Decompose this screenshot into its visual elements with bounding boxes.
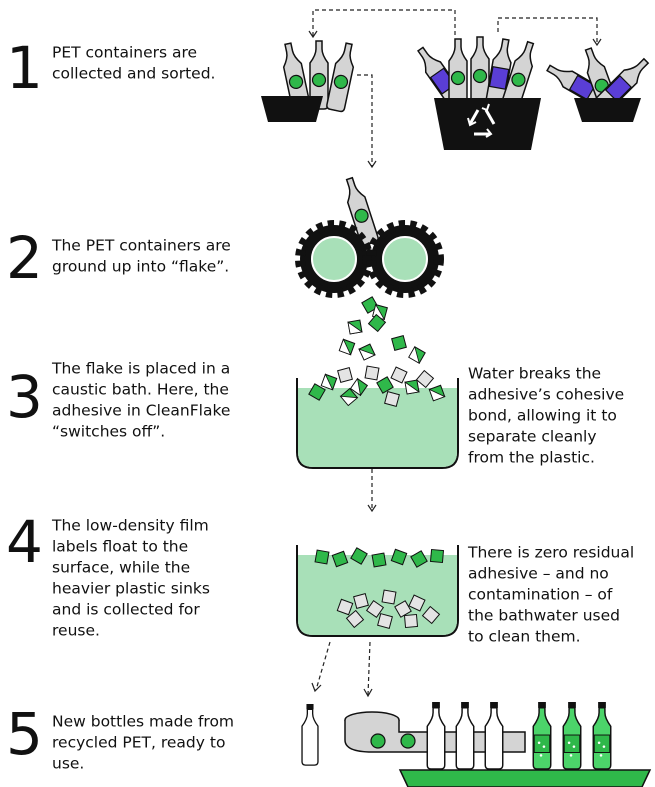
step-text: and is collected for — [52, 601, 200, 619]
note-text: Water breaks the — [468, 365, 601, 383]
bottle — [302, 704, 318, 765]
arrow — [357, 75, 372, 166]
note-text: separate cleanly — [468, 428, 597, 446]
flake — [359, 344, 375, 360]
note-text: adhesive’s cohesive — [468, 386, 624, 404]
arrow — [498, 18, 597, 44]
bottle — [326, 42, 358, 112]
conveyor — [400, 770, 650, 787]
step-text: New bottles made from — [52, 713, 234, 731]
step-number: 3 — [6, 363, 43, 431]
step-text: collected and sorted. — [52, 65, 215, 83]
step-number: 5 — [6, 700, 43, 768]
step-number: 1 — [6, 34, 43, 102]
arrow — [368, 642, 370, 695]
water — [298, 555, 457, 635]
grinder-hub — [312, 237, 356, 281]
step-text: ground up into “flake”. — [52, 258, 229, 276]
arrow — [313, 10, 455, 36]
step-text: labels float to the — [52, 538, 188, 556]
step-text: heavier plastic sinks — [52, 580, 210, 598]
bottle — [449, 39, 467, 107]
step-text: surface, while the — [52, 559, 190, 577]
step-text: The PET containers are — [51, 237, 231, 255]
arrow-head — [312, 683, 321, 691]
step-text: The low-density film — [51, 517, 209, 535]
note-text: There is zero residual — [467, 544, 634, 562]
basket — [574, 98, 641, 122]
step-text: “switches off”. — [52, 423, 165, 441]
note-text: adhesive – and no — [468, 565, 609, 583]
bottle — [456, 702, 473, 769]
bottle — [427, 702, 444, 769]
step-text: reuse. — [52, 622, 100, 640]
diagram: 1 PET containers are collected and sorted.… — [0, 0, 655, 787]
note-text: the bathwater used — [468, 607, 620, 625]
note-text: from the plastic. — [468, 449, 595, 467]
step-text: use. — [52, 755, 84, 773]
flake — [409, 347, 425, 363]
note-text: bond, allowing it to — [468, 407, 617, 425]
note-text: to clean them. — [468, 628, 581, 646]
note-text: contamination – of — [468, 586, 613, 604]
step-text: recycled PET, ready to — [52, 734, 225, 752]
step-number: 2 — [6, 224, 43, 292]
bottle — [485, 702, 502, 769]
flake — [392, 336, 407, 351]
basket — [261, 96, 323, 122]
flake — [348, 320, 362, 334]
step-text: The flake is placed in a — [51, 360, 230, 378]
step-text: adhesive in CleanFlake — [52, 402, 230, 420]
grinder-hub — [383, 237, 427, 281]
step-number: 4 — [6, 508, 43, 576]
bottle — [593, 702, 610, 769]
bottle — [533, 702, 550, 769]
flake — [339, 339, 354, 354]
step-text: caustic bath. Here, the — [52, 381, 229, 399]
step-text: PET containers are — [52, 44, 197, 62]
arrow — [316, 642, 330, 690]
bottle — [563, 702, 580, 769]
